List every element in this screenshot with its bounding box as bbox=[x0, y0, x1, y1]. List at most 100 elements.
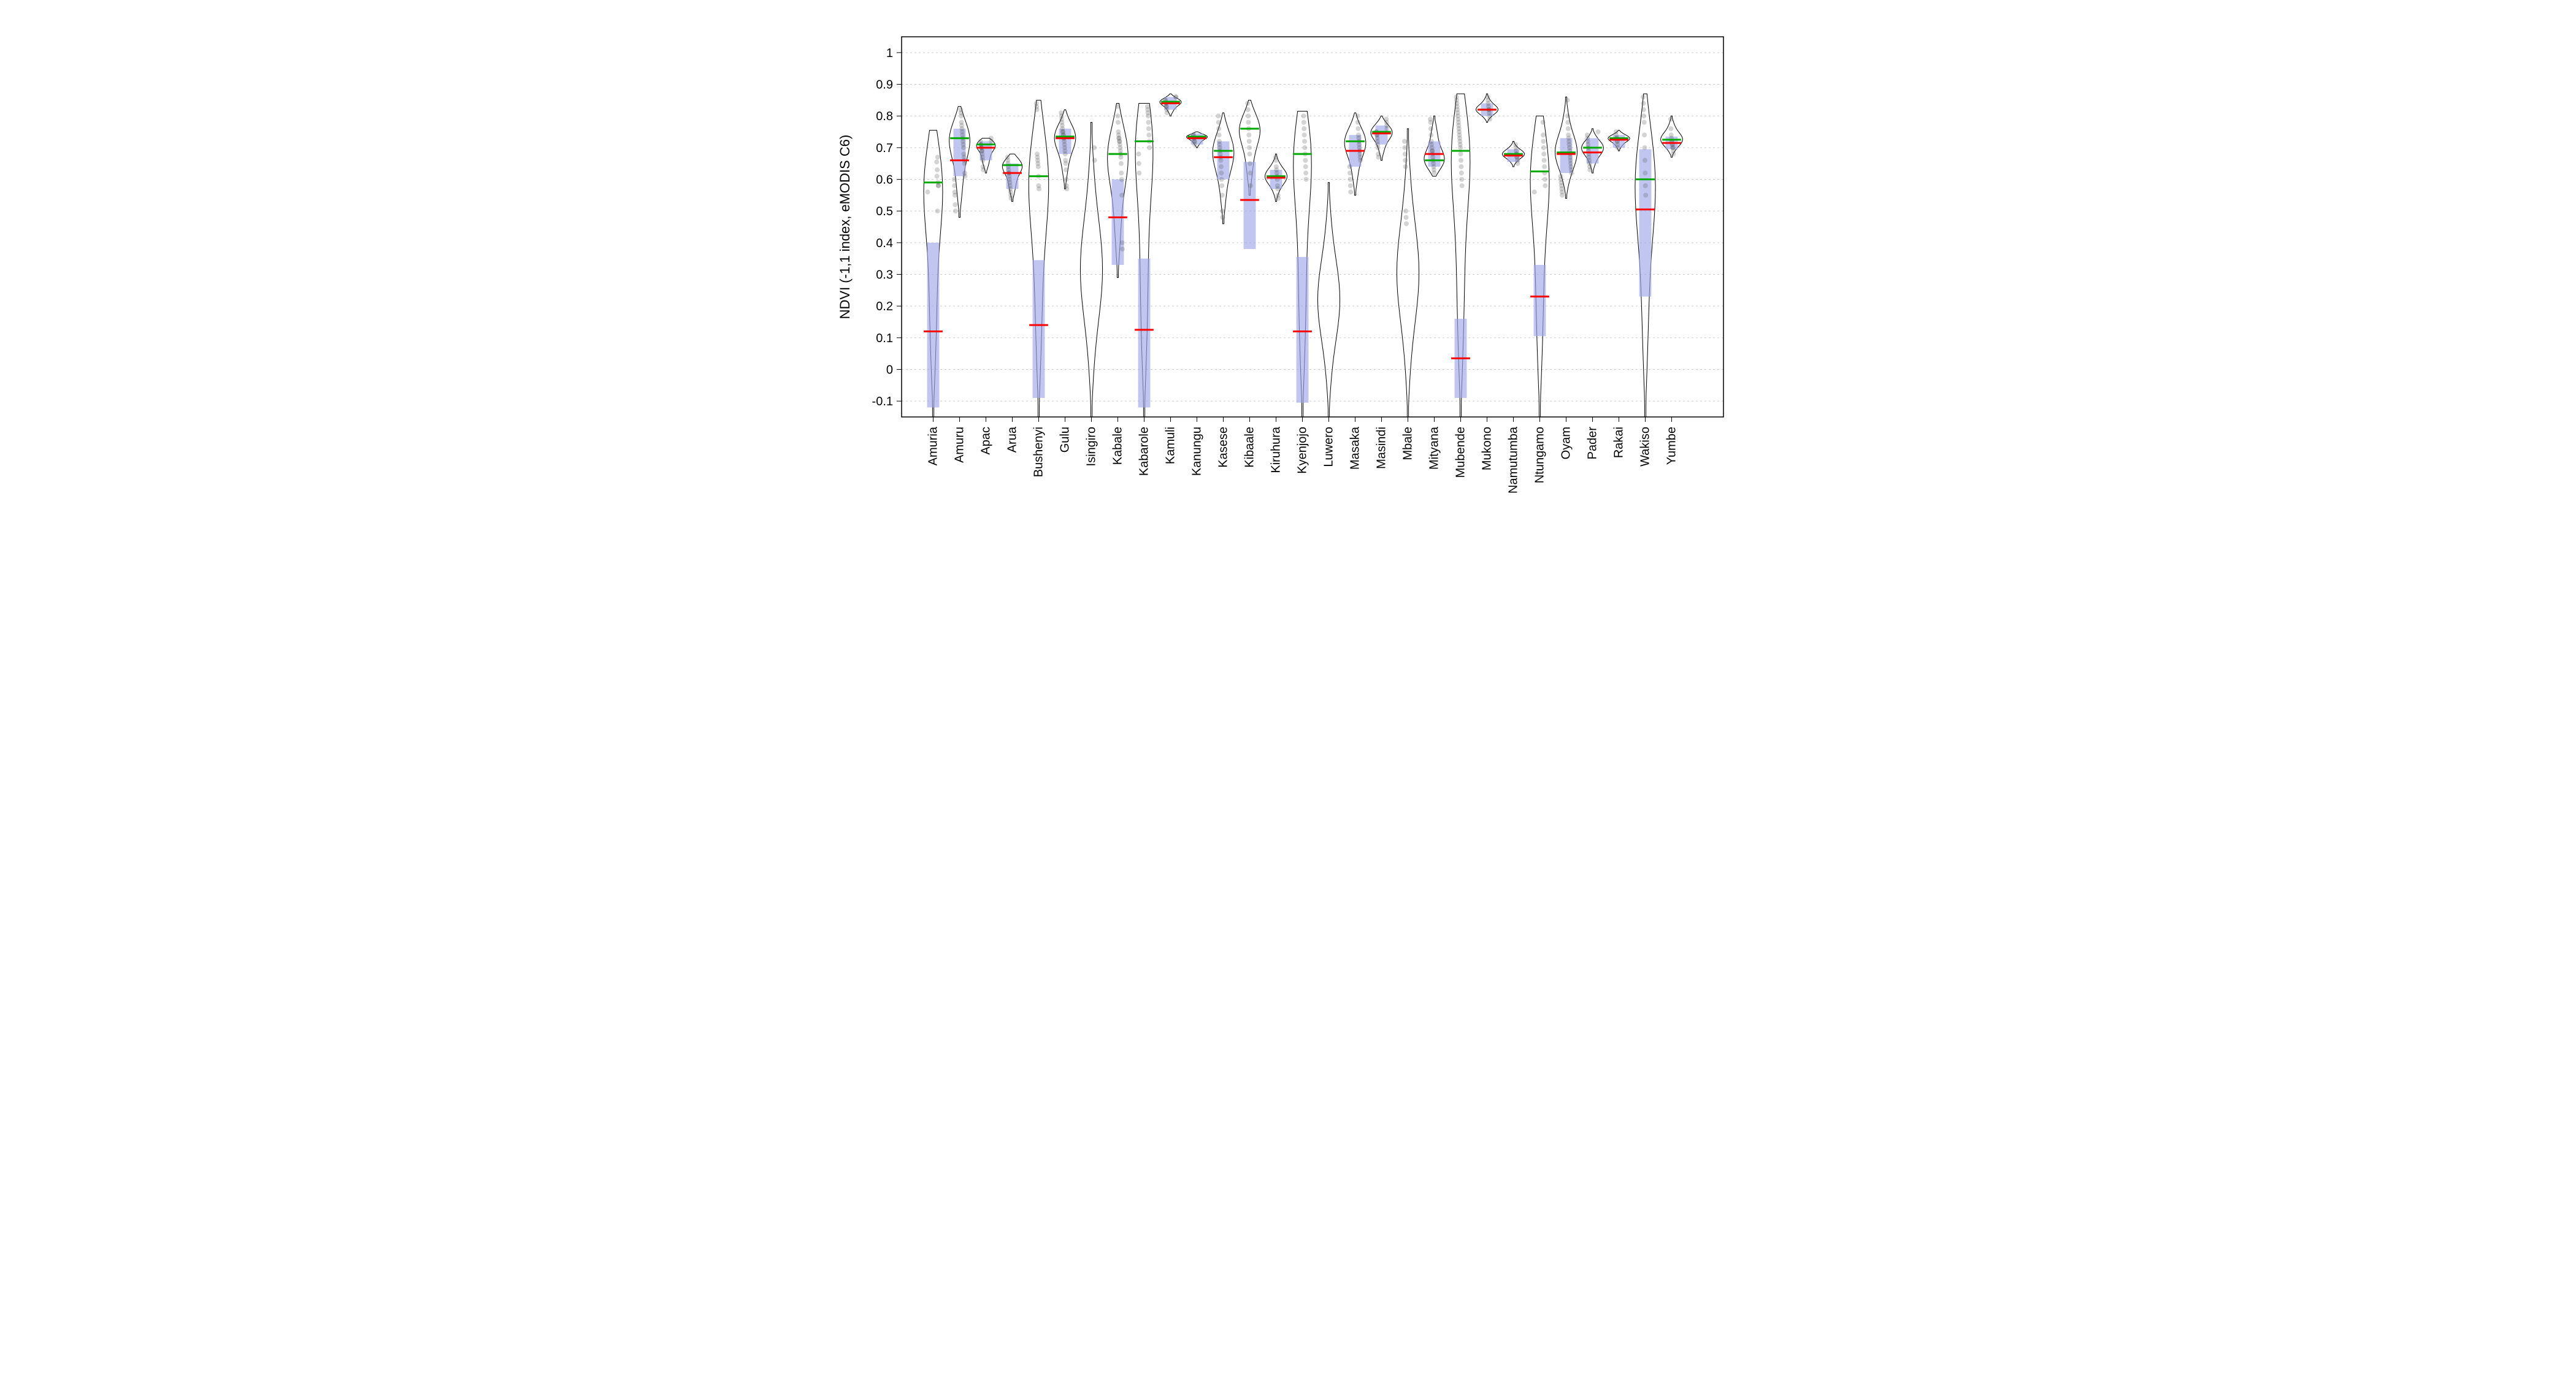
x-tick-label: Kabarole bbox=[1138, 427, 1151, 476]
data-point bbox=[1402, 139, 1407, 144]
data-point bbox=[1274, 164, 1279, 169]
x-tick-label: Mukono bbox=[1481, 427, 1494, 470]
y-tick-label: 0.5 bbox=[876, 205, 893, 218]
data-point bbox=[1348, 189, 1353, 194]
data-point bbox=[1217, 132, 1222, 137]
data-point bbox=[1119, 193, 1124, 197]
data-point bbox=[1403, 151, 1408, 156]
data-point bbox=[1355, 120, 1360, 125]
data-point bbox=[952, 177, 957, 182]
data-point bbox=[953, 189, 957, 194]
data-point bbox=[1302, 132, 1307, 137]
data-point bbox=[1275, 183, 1280, 188]
data-point bbox=[1565, 113, 1570, 118]
violin bbox=[1397, 129, 1419, 417]
data-point bbox=[1643, 170, 1647, 175]
data-point bbox=[1428, 116, 1433, 121]
data-point bbox=[1146, 120, 1151, 125]
data-point bbox=[1403, 158, 1408, 163]
data-point bbox=[1216, 113, 1221, 118]
x-tick-label: Oyam bbox=[1560, 427, 1573, 459]
data-point bbox=[1034, 101, 1039, 106]
data-point bbox=[1668, 126, 1673, 131]
data-point bbox=[935, 208, 940, 213]
x-tick-label: Mbale bbox=[1401, 427, 1415, 460]
data-point bbox=[1542, 164, 1547, 169]
x-tick-label: Isingiro bbox=[1085, 427, 1098, 466]
y-tick-label: 0.7 bbox=[876, 142, 893, 155]
data-point bbox=[1120, 246, 1125, 251]
data-point bbox=[959, 120, 964, 125]
data-point bbox=[1064, 167, 1068, 172]
y-axis-label: NDVI (-1,1 index, eMODIS C6) bbox=[837, 135, 853, 319]
data-point bbox=[1146, 126, 1151, 131]
x-tick-label: Masindi bbox=[1375, 427, 1389, 469]
x-tick-label: Kanungu bbox=[1190, 427, 1204, 476]
data-point bbox=[1248, 183, 1253, 188]
violin bbox=[1317, 183, 1340, 417]
data-point bbox=[1641, 101, 1646, 106]
data-point bbox=[1059, 110, 1064, 115]
data-point bbox=[1064, 177, 1068, 182]
y-tick-label: 0.4 bbox=[876, 237, 893, 250]
y-tick-label: 1 bbox=[886, 47, 893, 60]
data-point bbox=[1301, 113, 1306, 118]
data-point bbox=[1035, 151, 1040, 156]
data-point bbox=[962, 170, 967, 175]
data-point bbox=[934, 159, 939, 164]
data-point bbox=[1643, 193, 1648, 197]
x-tick-label: Rakai bbox=[1612, 427, 1626, 458]
x-tick-label: Amuru bbox=[953, 427, 967, 463]
data-point bbox=[935, 167, 940, 172]
x-tick-label: Mubende bbox=[1454, 427, 1468, 478]
x-tick-label: Wakiso bbox=[1639, 427, 1652, 467]
x-tick-label: Gulu bbox=[1059, 427, 1072, 453]
data-point bbox=[1454, 94, 1459, 99]
box bbox=[1534, 265, 1546, 336]
x-tick-label: Arua bbox=[1006, 426, 1019, 453]
data-point bbox=[1532, 189, 1537, 194]
x-tick-label: Kyenjojo bbox=[1296, 427, 1309, 474]
data-point bbox=[1541, 139, 1546, 144]
data-point bbox=[1402, 145, 1407, 150]
data-point bbox=[1137, 151, 1141, 156]
data-point bbox=[1641, 94, 1646, 99]
data-point bbox=[952, 183, 957, 188]
data-point bbox=[1220, 208, 1225, 213]
data-point bbox=[953, 202, 957, 207]
data-point bbox=[1459, 151, 1463, 156]
data-point bbox=[1543, 183, 1547, 188]
box bbox=[1138, 259, 1151, 408]
data-point bbox=[1459, 164, 1463, 169]
data-point bbox=[1355, 126, 1360, 131]
box bbox=[1033, 260, 1045, 398]
x-tick-label: Masaka bbox=[1349, 426, 1362, 470]
data-point bbox=[1220, 193, 1225, 197]
data-point bbox=[1642, 120, 1647, 125]
data-point bbox=[1565, 97, 1570, 102]
data-point bbox=[1541, 151, 1546, 156]
data-point bbox=[1301, 126, 1306, 131]
data-point bbox=[1565, 120, 1570, 125]
data-point bbox=[1348, 183, 1353, 188]
data-point bbox=[1120, 240, 1125, 245]
data-point bbox=[1146, 132, 1151, 137]
y-tick-label: 0.3 bbox=[876, 269, 893, 282]
data-point bbox=[1216, 120, 1221, 125]
data-point bbox=[1376, 151, 1381, 156]
x-tick-label: Bushenyi bbox=[1032, 427, 1046, 477]
data-point bbox=[1403, 208, 1408, 213]
data-point bbox=[1459, 177, 1464, 182]
box bbox=[1297, 257, 1309, 403]
data-point bbox=[1248, 161, 1252, 166]
data-point bbox=[1485, 94, 1490, 99]
data-point bbox=[1119, 161, 1124, 166]
data-point bbox=[1541, 120, 1546, 125]
data-point bbox=[1543, 177, 1547, 182]
data-point bbox=[1248, 170, 1252, 175]
data-point bbox=[1064, 183, 1069, 188]
x-tick-label: Pader bbox=[1586, 427, 1600, 460]
data-point bbox=[1119, 177, 1124, 182]
data-point bbox=[1428, 132, 1433, 137]
data-point bbox=[1460, 183, 1465, 188]
